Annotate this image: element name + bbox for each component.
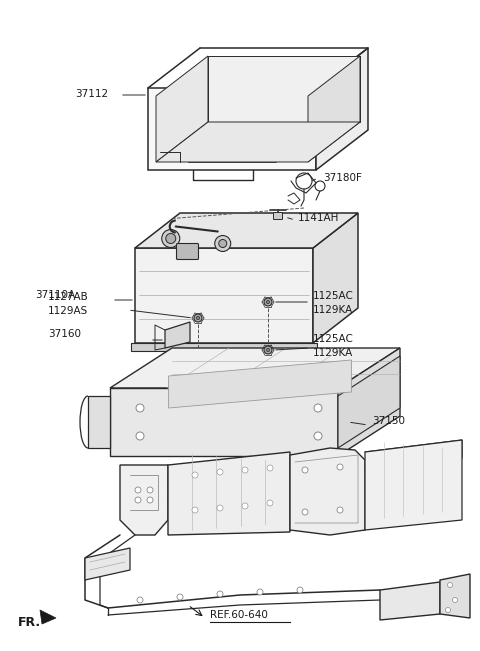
Circle shape: [257, 589, 263, 595]
Circle shape: [297, 587, 303, 593]
Text: 1141AH: 1141AH: [298, 213, 339, 223]
Text: 1129AS: 1129AS: [48, 306, 88, 316]
Polygon shape: [308, 56, 360, 162]
Polygon shape: [148, 88, 316, 170]
Text: FR.: FR.: [18, 615, 41, 628]
Polygon shape: [40, 610, 56, 624]
Polygon shape: [156, 122, 360, 162]
Circle shape: [217, 591, 223, 597]
Circle shape: [453, 598, 457, 602]
Polygon shape: [135, 213, 358, 248]
Circle shape: [445, 607, 451, 613]
Text: 37110A: 37110A: [35, 290, 75, 300]
Circle shape: [215, 236, 231, 251]
Circle shape: [447, 583, 453, 587]
Circle shape: [264, 298, 272, 306]
FancyBboxPatch shape: [177, 243, 199, 260]
Text: 1125AC: 1125AC: [313, 291, 354, 301]
Polygon shape: [165, 322, 190, 348]
Polygon shape: [168, 452, 290, 535]
Circle shape: [242, 503, 248, 509]
Text: 1125AC: 1125AC: [313, 334, 354, 344]
Polygon shape: [316, 48, 368, 170]
Polygon shape: [131, 343, 317, 351]
Circle shape: [137, 597, 143, 603]
Circle shape: [135, 487, 141, 493]
Polygon shape: [338, 356, 400, 448]
Circle shape: [192, 472, 198, 478]
Circle shape: [302, 467, 308, 473]
Circle shape: [337, 507, 343, 513]
Text: 1129KA: 1129KA: [313, 305, 353, 315]
Polygon shape: [338, 348, 400, 456]
Polygon shape: [135, 248, 313, 343]
Circle shape: [136, 404, 144, 412]
Circle shape: [264, 346, 272, 354]
Circle shape: [136, 432, 144, 440]
Circle shape: [147, 497, 153, 503]
Polygon shape: [380, 582, 440, 620]
Circle shape: [196, 316, 200, 320]
Text: 1127AB: 1127AB: [48, 292, 89, 302]
Circle shape: [267, 500, 273, 506]
Text: REF.60-640: REF.60-640: [210, 610, 268, 620]
Text: 37160: 37160: [48, 329, 81, 339]
Circle shape: [266, 348, 270, 352]
Polygon shape: [110, 388, 338, 456]
Circle shape: [242, 467, 248, 473]
Circle shape: [217, 469, 223, 475]
Text: 37150: 37150: [372, 416, 405, 426]
FancyBboxPatch shape: [274, 212, 283, 219]
Polygon shape: [313, 213, 358, 343]
Polygon shape: [110, 348, 400, 388]
Circle shape: [314, 432, 322, 440]
Circle shape: [194, 314, 202, 322]
Text: 37180F: 37180F: [323, 173, 362, 183]
Polygon shape: [290, 448, 365, 535]
Circle shape: [135, 497, 141, 503]
Polygon shape: [440, 574, 470, 618]
Circle shape: [166, 234, 176, 243]
Text: 37112: 37112: [75, 89, 108, 99]
Polygon shape: [85, 548, 130, 580]
Circle shape: [337, 464, 343, 470]
Polygon shape: [208, 56, 360, 122]
Circle shape: [219, 240, 227, 247]
Circle shape: [177, 594, 183, 600]
Polygon shape: [88, 396, 110, 448]
Circle shape: [192, 507, 198, 513]
Text: 1129KA: 1129KA: [313, 348, 353, 358]
Circle shape: [267, 465, 273, 471]
Circle shape: [147, 487, 153, 493]
Circle shape: [302, 509, 308, 515]
Circle shape: [314, 404, 322, 412]
Circle shape: [217, 505, 223, 511]
Polygon shape: [120, 465, 168, 535]
Polygon shape: [168, 360, 351, 408]
Polygon shape: [365, 440, 462, 530]
Circle shape: [162, 230, 180, 247]
Polygon shape: [156, 56, 208, 162]
Circle shape: [266, 300, 270, 303]
